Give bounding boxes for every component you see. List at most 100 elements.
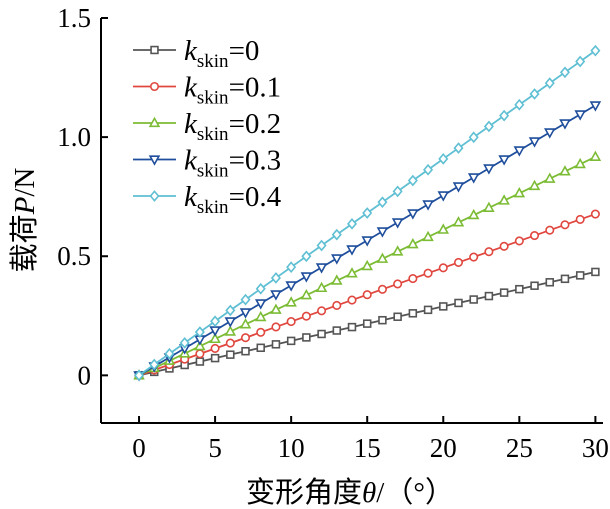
data-point: [483, 164, 495, 175]
y-axis-title: 载荷P/N: [8, 168, 41, 273]
data-point: [317, 306, 327, 316]
data-point: [499, 109, 510, 122]
data-point: [391, 245, 404, 256]
data-point: [270, 272, 281, 284]
legend-marker: [149, 81, 160, 92]
data-point: [362, 207, 373, 219]
data-point: [270, 290, 282, 301]
legend-marker: [149, 190, 160, 202]
data-point: [560, 274, 570, 284]
legend-k: k: [184, 72, 198, 104]
data-point: [239, 318, 252, 329]
data-point: [256, 327, 266, 337]
legend-sub: skin: [197, 88, 229, 109]
x-tick-label: 15: [354, 433, 381, 463]
data-point: [514, 98, 525, 111]
legend-marker: [148, 155, 161, 166]
legend-label: kskin=0: [184, 35, 259, 72]
data-point: [331, 228, 342, 241]
data-point: [423, 305, 433, 315]
legend-label: kskin=0.2: [184, 108, 281, 145]
data-point: [346, 217, 358, 230]
data-point: [544, 77, 555, 89]
data-point: [528, 179, 541, 191]
data-point: [423, 268, 433, 278]
data-point: [528, 137, 541, 148]
data-point: [361, 259, 373, 271]
data-point: [240, 333, 251, 343]
x-tick-label: 10: [278, 433, 305, 463]
x-tick-label: 30: [582, 433, 609, 463]
y-tick-label: 0: [78, 360, 92, 390]
data-point: [271, 340, 281, 349]
legend-value: =0.3: [229, 145, 282, 177]
data-point: [467, 208, 480, 220]
y-axis-title-main: 载荷: [8, 214, 41, 272]
data-point: [317, 329, 326, 339]
legend: kskin=0kskin=0.1kskin=0.2kskin=0.3kskin=…: [133, 35, 282, 218]
legend-sub: skin: [197, 51, 229, 72]
data-point: [513, 146, 526, 157]
data-point: [454, 298, 463, 308]
y-tick-label: 1.0: [57, 122, 91, 152]
y-axis-title-unit: /N: [9, 168, 41, 197]
legend-entry: kskin=0.2: [133, 108, 281, 145]
data-point: [210, 315, 221, 328]
data-point: [210, 343, 220, 354]
data-point: [514, 236, 524, 246]
data-point: [241, 346, 250, 356]
data-point: [498, 194, 510, 205]
data-point: [513, 187, 526, 198]
data-point: [210, 353, 220, 363]
data-point: [270, 303, 282, 314]
data-point: [377, 196, 388, 209]
series-2: [133, 150, 602, 380]
data-point: [589, 101, 602, 112]
legend-label: kskin=0.3: [184, 145, 281, 182]
data-point: [423, 163, 434, 176]
data-point: [240, 293, 251, 306]
data-point: [256, 343, 265, 353]
data-point: [224, 325, 237, 336]
data-point: [543, 128, 556, 139]
legend-marker: [148, 116, 161, 128]
data-point: [439, 302, 448, 311]
data-point: [300, 272, 313, 283]
data-point: [484, 291, 494, 301]
legend-value: =0.2: [229, 108, 282, 140]
data-point: [559, 66, 570, 79]
data-point: [591, 267, 600, 277]
data-point: [301, 311, 311, 321]
data-point: [515, 284, 524, 294]
legend-entry: kskin=0: [133, 35, 259, 72]
data-point: [286, 336, 296, 346]
data-point: [164, 347, 175, 360]
legend-entry: kskin=0.3: [133, 145, 281, 182]
data-point: [285, 296, 297, 307]
data-point: [559, 165, 571, 176]
data-point: [224, 317, 237, 328]
series-1: [134, 209, 600, 380]
data-point: [302, 333, 311, 342]
data-point: [574, 110, 586, 121]
series-4: [134, 44, 601, 382]
ticks-layer: 0 5 10 15 20 25 30 0 0.5 1.0 1.5: [57, 3, 609, 463]
y-tick-label: 1.5: [57, 3, 91, 33]
data-point: [331, 274, 343, 285]
data-point: [134, 369, 145, 382]
data-point: [376, 252, 389, 263]
x-axis-title-unit: /（°）: [376, 477, 454, 509]
legend-marker: [150, 45, 159, 55]
data-point: [590, 44, 601, 57]
legend-k: k: [184, 181, 198, 213]
data-point: [239, 308, 252, 319]
data-point: [559, 119, 571, 130]
data-point: [226, 350, 235, 359]
data-point: [484, 247, 494, 257]
x-tick-label: 20: [430, 433, 457, 463]
data-point: [285, 281, 297, 292]
data-point: [376, 227, 389, 238]
legend-entry: kskin=0.1: [133, 72, 281, 109]
data-point: [195, 349, 205, 359]
